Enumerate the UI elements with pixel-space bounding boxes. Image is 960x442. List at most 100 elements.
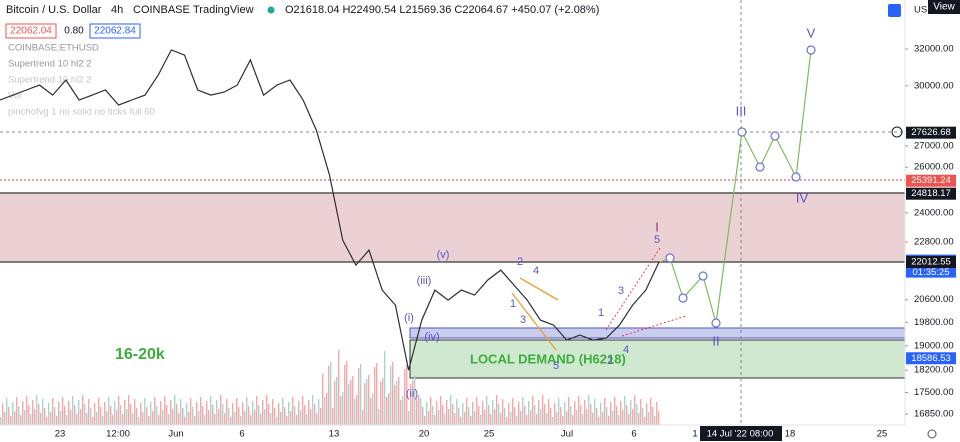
volume-bar xyxy=(112,415,114,425)
source: TradingView xyxy=(193,4,254,16)
volume-bar xyxy=(556,412,558,425)
volume-bar xyxy=(290,411,292,425)
wave-label: 3 xyxy=(520,314,526,326)
countdown: 01:35:25 xyxy=(913,267,950,278)
volume-bar xyxy=(406,365,408,425)
volume-bar xyxy=(250,415,252,425)
volume-bar xyxy=(404,369,406,425)
volume-bar xyxy=(402,396,404,425)
volume-bar xyxy=(78,400,80,425)
volume-bar xyxy=(192,407,194,425)
y-tick-label: 17500.00 xyxy=(914,387,954,398)
volume-bar xyxy=(622,410,624,425)
axis-settings[interactable] xyxy=(927,429,937,439)
volume-bar xyxy=(538,400,540,425)
volume-bar xyxy=(204,415,206,425)
volume-bar xyxy=(10,416,12,425)
volume-bar xyxy=(640,399,642,425)
volume-bar xyxy=(350,380,352,425)
volume-bar xyxy=(364,383,366,425)
volume-bar xyxy=(348,384,350,425)
volume-bar xyxy=(638,413,640,425)
y-tick-label: 20600.00 xyxy=(914,294,954,305)
volume-bar xyxy=(232,403,234,425)
volume-bar xyxy=(598,417,600,425)
volume-bar xyxy=(228,408,230,425)
volume-bar xyxy=(328,366,330,425)
buy-box[interactable] xyxy=(89,23,141,39)
volume-bar xyxy=(580,405,582,425)
settings-button[interactable] xyxy=(888,4,901,17)
volume-bar xyxy=(468,407,470,425)
volume-bar xyxy=(272,399,274,425)
volume-bar xyxy=(326,393,328,425)
volume-bar xyxy=(524,406,526,425)
price-tag xyxy=(906,255,956,268)
volume-bar xyxy=(534,405,536,425)
volume-bar xyxy=(146,407,148,425)
volume-bar xyxy=(618,415,620,425)
volume-bar xyxy=(190,398,192,425)
volume-bar xyxy=(432,406,434,425)
volume-bar xyxy=(366,379,368,425)
volume-bar xyxy=(346,361,348,425)
price-tag-label: 18586.53 xyxy=(911,353,951,364)
volume-bar xyxy=(634,395,636,425)
volume-bar xyxy=(218,409,220,425)
volume-bar xyxy=(216,400,218,425)
price-tag-label: 22012.55 xyxy=(911,256,951,267)
volume-bar xyxy=(8,407,10,425)
volume-bar xyxy=(518,402,520,425)
volume-bar xyxy=(2,403,4,425)
demand-zone xyxy=(409,339,906,379)
interval: 4h xyxy=(111,4,123,16)
volume-bar xyxy=(70,410,72,425)
volume-bar xyxy=(396,381,398,425)
volume-bar xyxy=(170,400,172,425)
volume-bar xyxy=(494,409,496,425)
volume-bar xyxy=(642,408,644,425)
volume-bar xyxy=(24,410,26,425)
add-button[interactable] xyxy=(891,126,903,138)
volume-bar xyxy=(650,398,652,425)
volume-bar xyxy=(510,412,512,425)
volume-bar xyxy=(500,413,502,425)
symbol: Bitcoin / U.S. Dollar xyxy=(6,4,102,16)
volume-bar xyxy=(412,380,414,425)
x-tick-label: Jul xyxy=(561,429,573,440)
view-button[interactable] xyxy=(928,0,960,14)
volume-bar xyxy=(288,402,290,425)
volume-bar xyxy=(238,407,240,425)
volume-bar xyxy=(52,398,54,425)
volume-bar xyxy=(156,406,158,425)
x-tick-label: 23 xyxy=(55,429,66,440)
x-tick-label: 6 xyxy=(239,429,244,440)
volume-bar xyxy=(176,404,178,425)
volume-bar xyxy=(74,405,76,425)
volume-bar xyxy=(150,402,152,425)
volume-bar xyxy=(600,403,602,425)
price-tag xyxy=(906,352,956,365)
volume-bar xyxy=(632,409,634,425)
sell-box[interactable] xyxy=(5,23,57,39)
view-label: View xyxy=(933,2,955,13)
volume-bar xyxy=(110,406,112,425)
volume-bar xyxy=(300,410,302,425)
volume-bar xyxy=(426,402,428,425)
volume-bar xyxy=(626,405,628,425)
volume-bar xyxy=(386,397,388,425)
volume-bar xyxy=(16,397,18,425)
volume-bar xyxy=(262,400,264,425)
price-line xyxy=(0,49,660,371)
volume-bar xyxy=(368,375,370,425)
volume-bar xyxy=(484,410,486,425)
volume-bar xyxy=(584,400,586,425)
volume-bar xyxy=(562,416,564,425)
indicator: Vol xyxy=(8,91,21,102)
price-tag xyxy=(906,126,956,139)
volume-bar xyxy=(58,402,60,425)
volume-bar xyxy=(470,416,472,425)
volume-bar xyxy=(444,414,446,425)
wave-label: 4 xyxy=(533,265,539,277)
volume-bar xyxy=(416,399,418,425)
